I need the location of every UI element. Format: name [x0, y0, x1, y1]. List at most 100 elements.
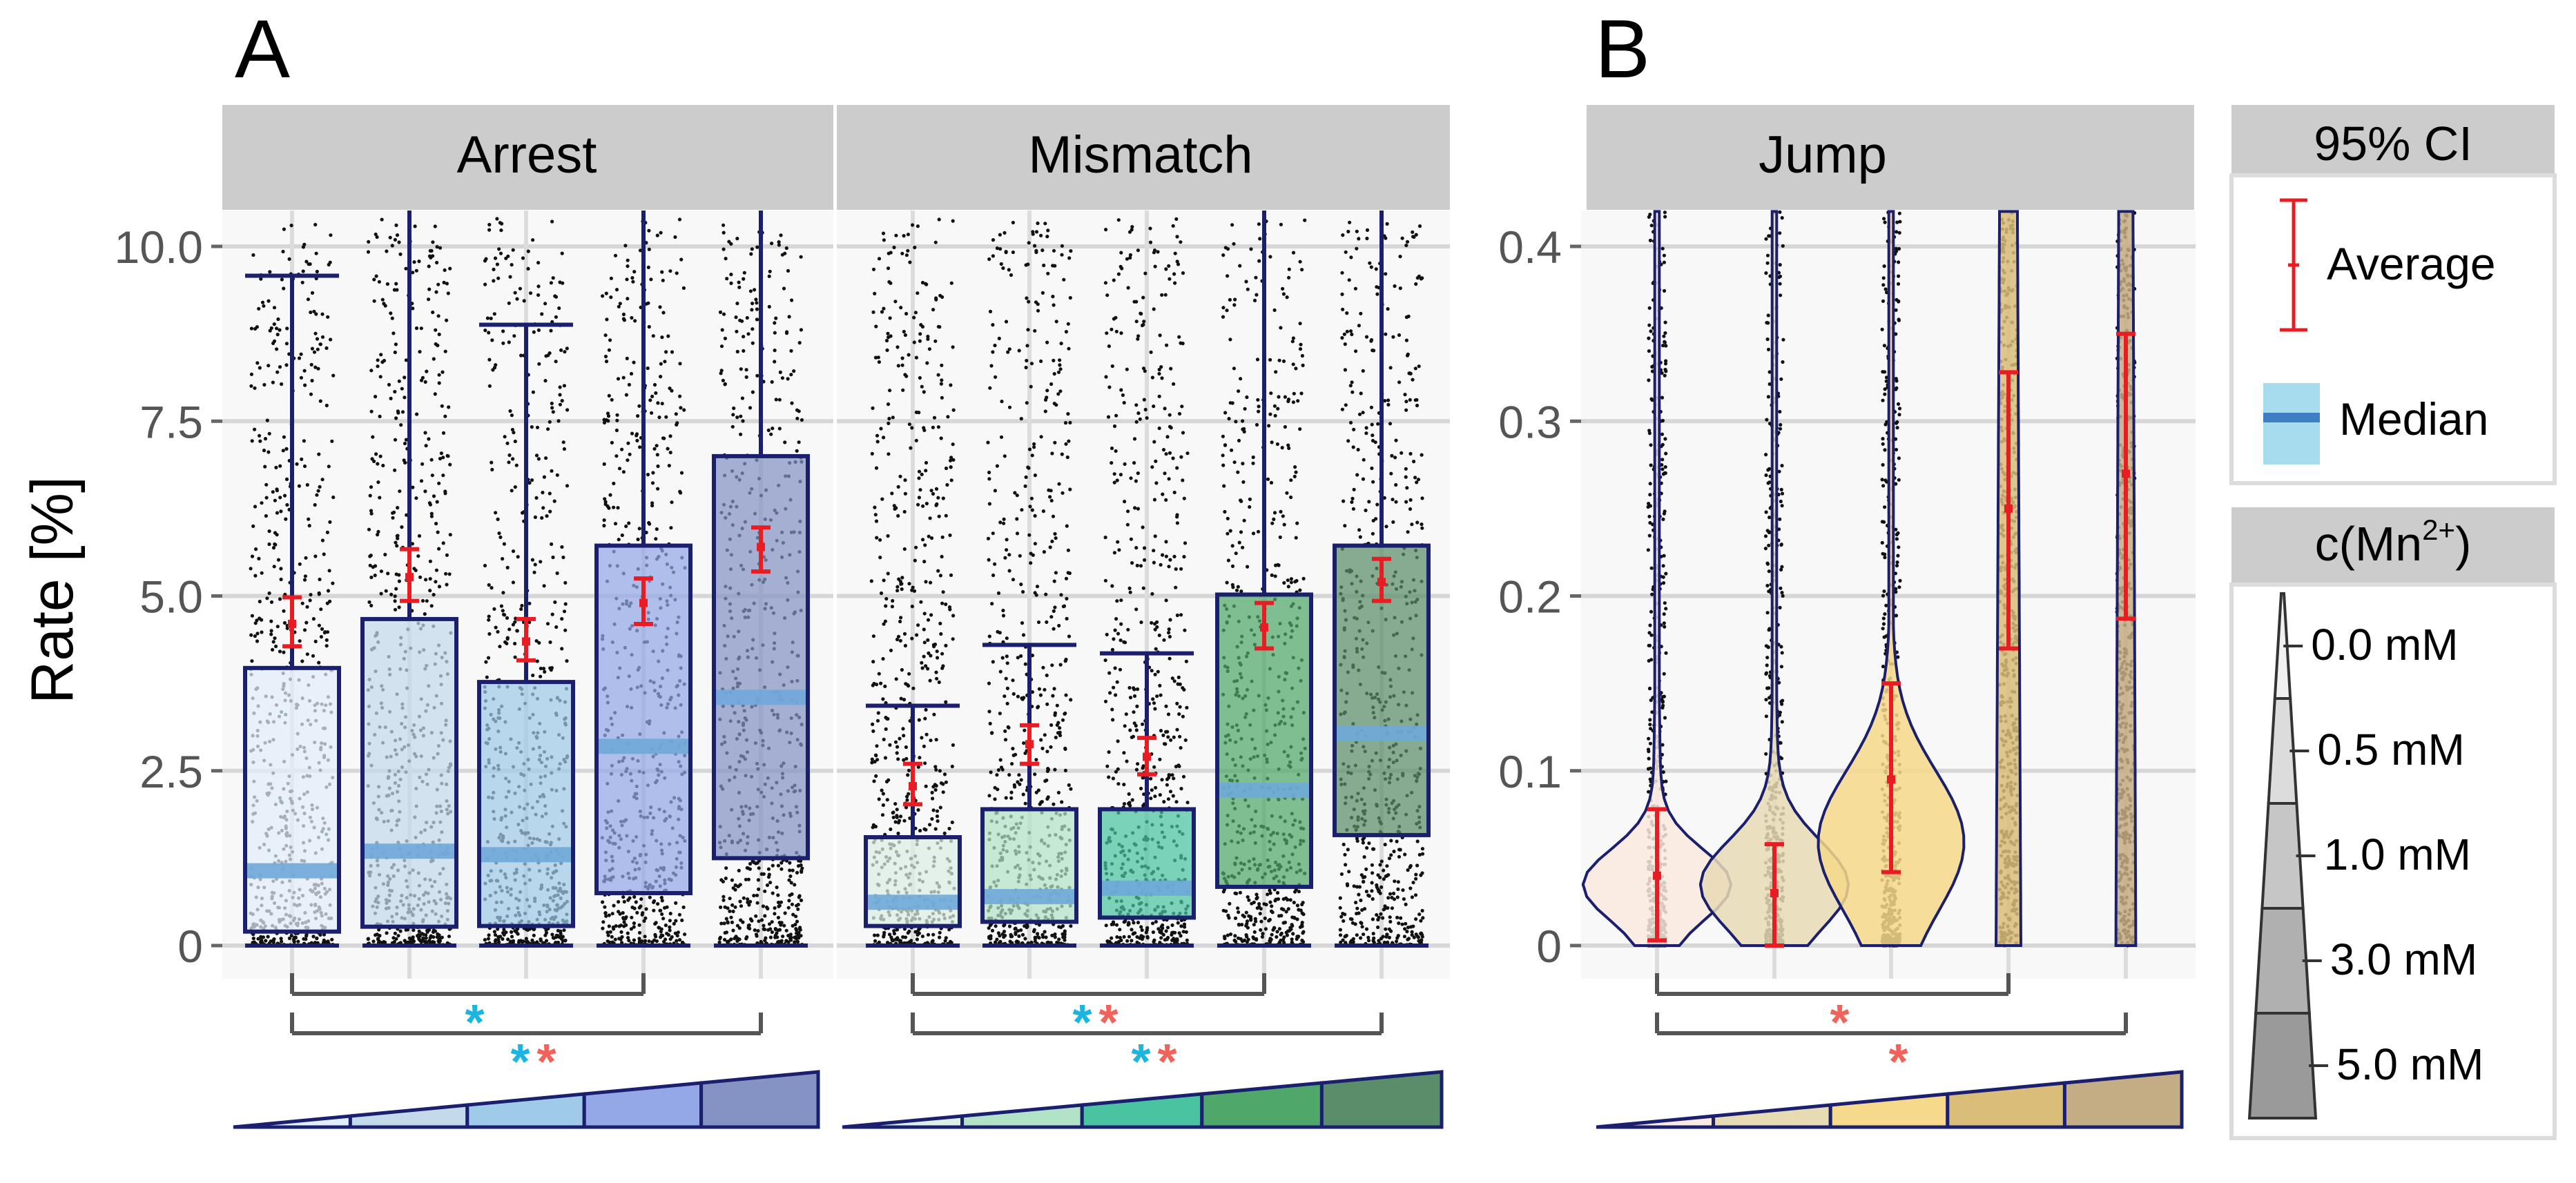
data-point — [492, 607, 496, 611]
data-point — [268, 592, 271, 595]
data-point — [1172, 272, 1176, 275]
data-point — [940, 555, 944, 558]
data-point — [1050, 499, 1054, 502]
data-point — [655, 939, 659, 943]
data-point — [507, 460, 510, 464]
data-point — [739, 367, 743, 371]
data-point — [1032, 445, 1036, 449]
data-point — [1054, 536, 1058, 540]
data-point — [260, 630, 263, 634]
data-point — [1006, 687, 1009, 690]
data-point — [306, 652, 309, 656]
data-point — [548, 491, 552, 495]
data-point — [548, 510, 552, 514]
data-point — [876, 934, 880, 937]
data-point — [498, 536, 502, 539]
data-point — [637, 404, 641, 408]
data-point — [317, 661, 320, 665]
data-point — [632, 361, 635, 364]
data-point — [914, 546, 918, 549]
data-point — [888, 389, 891, 392]
data-point — [1049, 615, 1053, 618]
data-point — [896, 757, 900, 761]
data-point — [1173, 282, 1176, 285]
data-point — [326, 315, 329, 319]
data-point — [300, 353, 303, 356]
data-point — [552, 276, 555, 280]
data-point — [768, 270, 772, 273]
data-point — [745, 935, 748, 939]
strip-jump — [1587, 105, 2194, 210]
data-point — [1064, 442, 1067, 446]
data-point — [1006, 661, 1009, 665]
data-point — [1050, 663, 1054, 667]
data-point — [556, 571, 559, 575]
data-point — [1119, 598, 1123, 602]
data-point — [941, 782, 945, 785]
data-point — [1116, 739, 1120, 743]
data-point — [550, 932, 554, 936]
data-point — [880, 498, 884, 501]
data-point — [627, 521, 630, 525]
data-point — [1030, 497, 1034, 500]
data-point — [382, 302, 385, 305]
data-point — [944, 603, 947, 606]
data-point — [493, 930, 496, 933]
data-point — [501, 342, 505, 345]
data-point — [928, 347, 931, 351]
data-point — [380, 592, 383, 596]
data-point — [319, 342, 322, 346]
data-point — [1053, 372, 1056, 375]
data-point — [261, 301, 264, 304]
data-point — [1052, 609, 1056, 613]
data-point — [719, 906, 722, 909]
data-point — [774, 928, 777, 931]
data-point — [1028, 505, 1032, 508]
data-point — [626, 264, 629, 268]
data-point — [557, 306, 561, 310]
data-point — [940, 378, 943, 382]
data-point — [514, 440, 517, 443]
data-point — [536, 426, 539, 429]
data-point — [443, 489, 447, 493]
data-point — [274, 645, 278, 648]
data-point — [487, 615, 491, 618]
data-point — [1045, 703, 1049, 706]
data-point — [374, 452, 378, 456]
data-point — [532, 928, 536, 931]
data-point — [742, 335, 745, 338]
data-point — [436, 531, 440, 534]
data-point — [1050, 451, 1054, 455]
data-point — [389, 593, 393, 596]
data-point — [668, 926, 671, 929]
data-point — [1153, 794, 1156, 798]
data-point — [1069, 924, 1072, 928]
data-point — [432, 593, 436, 596]
data-point — [1174, 252, 1177, 255]
data-point — [940, 436, 943, 440]
data-point — [371, 436, 374, 439]
data-point — [305, 605, 309, 609]
data-point — [1133, 694, 1136, 698]
data-point — [918, 332, 922, 335]
data-point — [773, 331, 777, 335]
data-point — [391, 331, 395, 335]
data-point — [1179, 240, 1182, 244]
data-point — [782, 924, 786, 928]
data-point — [871, 730, 875, 733]
data-point — [531, 674, 534, 677]
data-point — [301, 281, 304, 284]
data-point — [374, 564, 377, 567]
data-point — [887, 402, 890, 406]
data-point — [632, 895, 636, 899]
data-point — [429, 503, 432, 507]
data-point — [514, 656, 517, 659]
data-point — [948, 605, 951, 609]
data-point — [666, 447, 670, 451]
data-point — [755, 932, 758, 936]
data-point — [638, 923, 641, 927]
data-point — [428, 589, 432, 592]
data-point — [280, 940, 283, 944]
data-point — [911, 605, 914, 608]
data-point — [519, 353, 523, 357]
